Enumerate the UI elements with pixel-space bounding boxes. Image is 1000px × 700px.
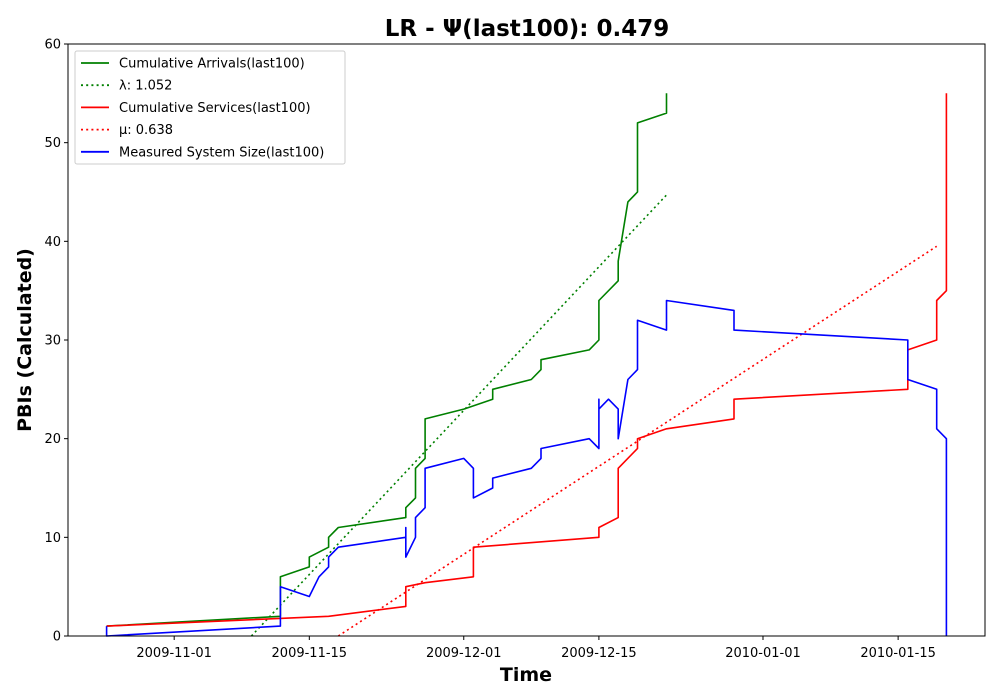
x-tick-label: 2009-12-15 bbox=[561, 646, 637, 661]
x-tick-label: 2009-11-15 bbox=[272, 646, 348, 661]
x-tick-label: 2010-01-01 bbox=[725, 646, 801, 661]
legend-box bbox=[74, 50, 346, 165]
legend-label: μ: 0.638 bbox=[119, 123, 173, 138]
y-tick-label: 50 bbox=[44, 136, 61, 151]
x-tick-label: 2009-11-01 bbox=[136, 646, 212, 661]
x-axis-label: Time bbox=[500, 664, 552, 686]
x-tick-label: 2009-12-01 bbox=[426, 646, 502, 661]
x-axis: 2009-11-01 2009-11-15 2009-12-01 2009-12-15… bbox=[136, 636, 936, 661]
y-tick-label: 10 bbox=[44, 531, 61, 546]
chart-title: LR - Ψ(last100): 0.479 bbox=[385, 16, 670, 42]
x-tick-label: 2010-01-15 bbox=[860, 646, 936, 661]
y-tick-label: 20 bbox=[44, 432, 61, 447]
series-line-1 bbox=[106, 93, 668, 627]
legend-label: Cumulative Arrivals(last100) bbox=[119, 57, 305, 72]
y-tick-label: 60 bbox=[44, 38, 61, 53]
legend-label: λ: 1.052 bbox=[119, 79, 172, 94]
series-line-3 bbox=[106, 93, 948, 627]
legend: Cumulative Arrivals(last100) λ: 1.052 Cumu… bbox=[74, 50, 346, 165]
y-tick-label: 0 bbox=[53, 630, 61, 645]
series-line-5 bbox=[105, 299, 948, 637]
y-tick-label: 30 bbox=[44, 334, 61, 349]
y-axis-label: PBIs (Calculated) bbox=[14, 248, 36, 432]
y-axis: 0 10 20 30 40 50 60 bbox=[44, 38, 68, 645]
legend-label: Measured System Size(last100) bbox=[119, 145, 324, 160]
series-line-2 bbox=[250, 194, 668, 637]
y-tick-label: 40 bbox=[44, 235, 61, 250]
legend-label: Cumulative Services(last100) bbox=[119, 101, 311, 116]
plot-area bbox=[67, 43, 986, 637]
